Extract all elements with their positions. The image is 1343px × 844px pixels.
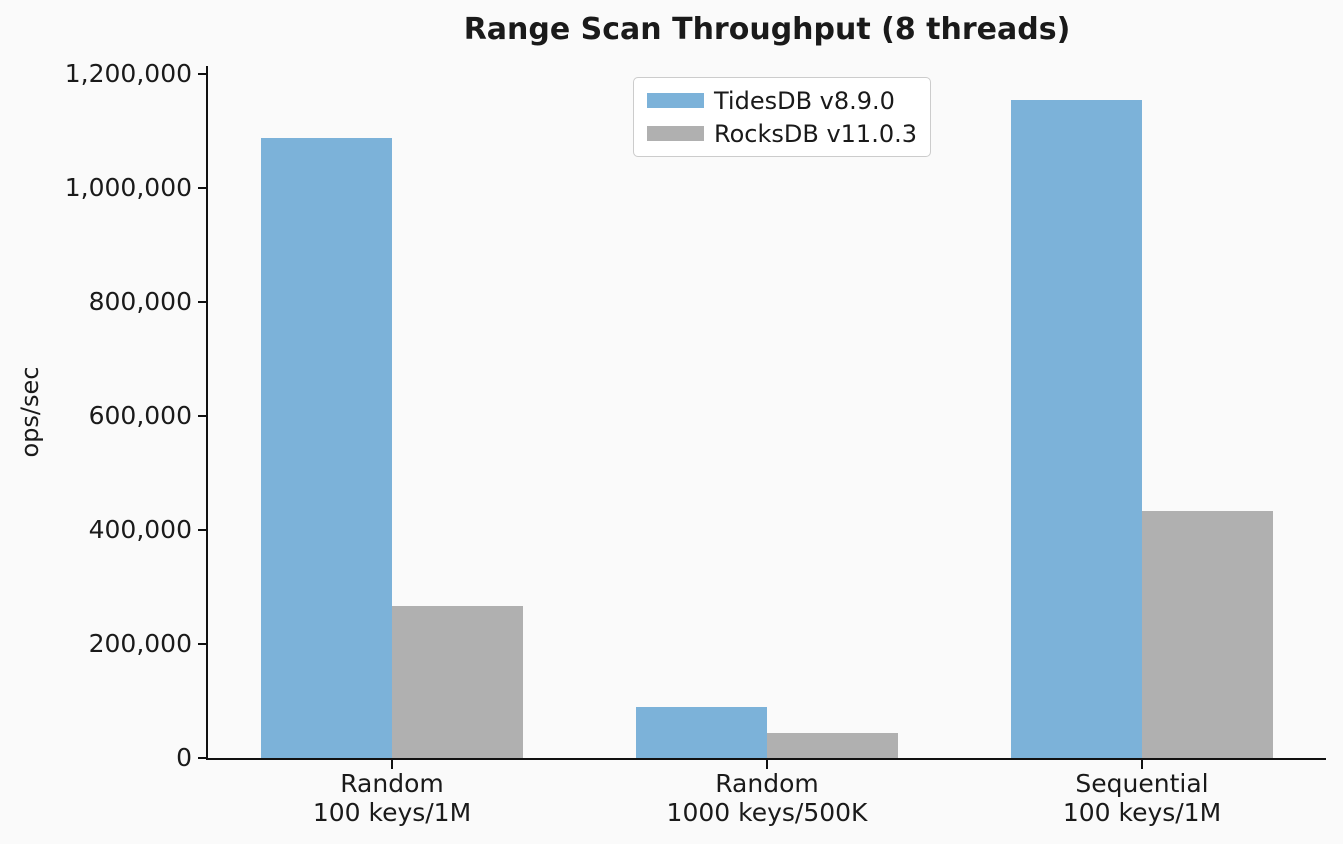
y-tick-label: 400,000 [88,515,192,544]
y-tick-label: 600,000 [88,401,192,430]
x-tick [766,760,768,769]
bar [1142,511,1273,758]
x-tick-label-line1: Random [340,769,444,798]
legend-item: TidesDB v8.9.0 [647,85,917,116]
x-tick-label-line1: Sequential [1075,769,1209,798]
y-tick-label: 0 [176,743,192,772]
x-tick-label-line1: Random [715,769,819,798]
x-tick-label: Random 100 keys/1M [222,769,562,827]
bar [261,138,392,758]
y-tick-label: 200,000 [88,629,192,658]
legend-swatch-icon [647,93,704,108]
bar [392,605,523,758]
x-axis-spine [206,758,1326,760]
y-axis-spine [206,66,208,760]
y-tick [198,73,206,75]
y-tick [198,415,206,417]
y-tick-label: 1,200,000 [64,59,192,88]
legend-label: TidesDB v8.9.0 [714,86,895,115]
legend-label: RocksDB v11.0.3 [714,119,917,148]
y-tick [198,643,206,645]
y-tick [198,529,206,531]
x-tick-label: Random 1000 keys/500K [597,769,937,827]
bar [767,732,898,758]
y-tick [198,301,206,303]
x-tick-label-line2: 100 keys/1M [1062,798,1222,827]
x-tick-label-line2: 100 keys/1M [312,798,472,827]
x-tick-label: Sequential 100 keys/1M [972,769,1312,827]
x-tick [1141,760,1143,769]
legend: TidesDB v8.9.0 RocksDB v11.0.3 [633,77,931,157]
bar [636,706,767,758]
y-tick [198,187,206,189]
chart-title: Range Scan Throughput (8 threads) [463,12,1071,47]
y-tick-label: 1,000,000 [64,173,192,202]
x-tick-label-line2: 1000 keys/500K [666,798,868,827]
legend-swatch-icon [647,126,704,141]
legend-item: RocksDB v11.0.3 [647,118,917,149]
y-tick [198,757,206,759]
x-tick [391,760,393,769]
y-tick-label: 800,000 [88,287,192,316]
bar [1011,100,1142,758]
